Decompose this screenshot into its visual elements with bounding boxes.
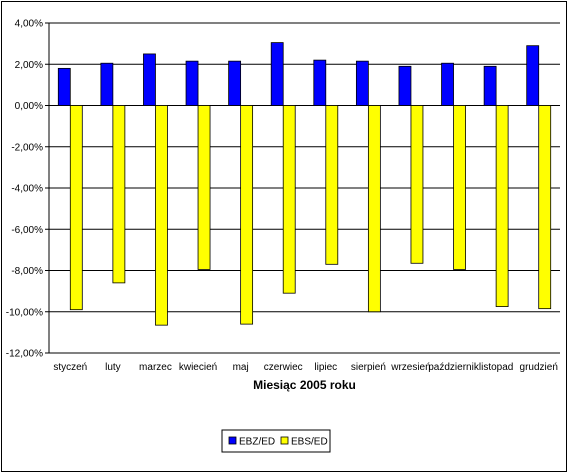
bar-ebz <box>483 65 497 106</box>
bar-ebz <box>143 53 156 106</box>
legend-entry: EBS/ED <box>291 437 328 448</box>
x-tick-label: sierpień <box>351 362 386 373</box>
y-tick-label: 0,00% <box>15 101 43 112</box>
bar-ebs <box>325 105 339 265</box>
x-tick-label: czerwiec <box>264 362 303 373</box>
x-tick-label: styczeń <box>53 362 87 373</box>
y-tick-label: -6,00% <box>11 225 43 236</box>
bar-ebz <box>355 60 369 106</box>
grid-lines <box>49 22 560 354</box>
bar-ebs <box>538 105 552 310</box>
legend-box <box>221 429 331 453</box>
bar-ebz <box>185 60 199 106</box>
bar-ebs <box>69 105 83 311</box>
y-tick-label: 4,00% <box>15 19 43 30</box>
bar-ebz <box>270 42 284 106</box>
y-tick-label: 2,00% <box>15 60 43 71</box>
legend-swatch <box>228 436 237 445</box>
y-tick-label: -2,00% <box>11 142 43 153</box>
bars <box>57 42 552 326</box>
bar-ebz <box>313 59 327 106</box>
x-tick-label: listopad <box>479 362 513 373</box>
bar-ebs <box>112 105 126 284</box>
bar-ebs <box>410 105 424 264</box>
x-tick-labels: styczeń luty marzec kwiecień maj czerwiec lipi… <box>53 362 558 373</box>
x-tick-label: luty <box>105 362 121 373</box>
x-tick-label: kwiecień <box>179 362 217 373</box>
legend-swatch <box>280 436 289 445</box>
bar-ebs <box>282 105 296 294</box>
bar-ebz <box>228 60 242 106</box>
bar-ebz <box>57 67 71 106</box>
bar-ebs <box>495 105 509 307</box>
bar-ebz <box>100 62 114 106</box>
bar-ebz <box>398 65 412 106</box>
y-tick-label: -12,00% <box>6 349 43 360</box>
legend-entry: EBZ/ED <box>239 437 275 448</box>
y-tick-labels: -12,00% -10,00% -8,00% -6,00% -4,00% -2,00% 0,… <box>6 19 43 360</box>
axes <box>45 22 50 354</box>
legend: EBZ/ED EBS/ED <box>221 429 331 453</box>
bar-ebz <box>441 62 454 106</box>
bar-ebs <box>155 105 168 326</box>
bar-ebs <box>367 105 381 313</box>
y-tick-label: -4,00% <box>11 184 43 195</box>
x-tick-label: lipiec <box>314 362 337 373</box>
x-axis-label: Miesiąc 2005 roku <box>253 378 356 392</box>
x-tick-label: grudzień <box>520 362 558 373</box>
x-tick-label: październik <box>428 362 480 373</box>
x-tick-label: marzec <box>139 362 172 373</box>
x-tick-label: wrzesień <box>390 362 430 373</box>
bar-ebs <box>197 105 211 270</box>
y-tick-label: -10,00% <box>6 307 43 318</box>
bar-ebs <box>240 105 254 325</box>
bar-ebs <box>453 105 466 270</box>
x-tick-label: maj <box>233 362 249 373</box>
y-tick-label: -8,00% <box>11 266 43 277</box>
bar-ebz <box>526 45 540 106</box>
